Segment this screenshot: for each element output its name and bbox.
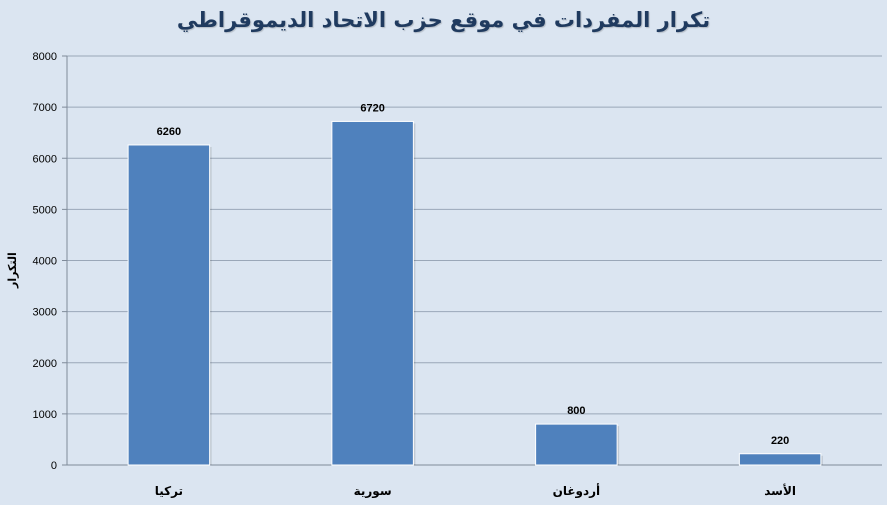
y-tick-label: 2000 [33, 358, 57, 370]
x-tick-label-4: الأسد [764, 483, 796, 498]
y-tick-label: 0 [51, 460, 57, 472]
bar-2 [331, 120, 414, 466]
y-tick-label: 3000 [33, 307, 57, 319]
y-tick-label: 5000 [33, 204, 57, 216]
data-label-4: 220 [771, 435, 789, 447]
x-tick-label-1: تركيا [155, 484, 183, 498]
y-tick-label: 1000 [33, 409, 57, 421]
y-tick-label: 7000 [33, 102, 57, 114]
y-tick-label: 8000 [33, 51, 57, 63]
bar-4 [738, 453, 822, 466]
labels: 0 1000 2000 3000 4000 5000 6000 7000 8000 6260 ترك… [33, 51, 797, 499]
data-label-1: 6260 [157, 126, 181, 138]
data-label-2: 6720 [360, 102, 384, 114]
x-tick-label-2: سورية [354, 484, 392, 499]
bar-3 [535, 423, 618, 466]
x-tick-label-3: أردوغان [553, 483, 601, 499]
chart-title: تكرار المفردات في موقع حزب الاتحاد الديم… [176, 8, 711, 32]
bars [127, 120, 823, 466]
data-label-3: 800 [567, 405, 585, 417]
y-tick-label: 4000 [33, 256, 57, 268]
y-tick-label: 6000 [33, 153, 57, 165]
bar-1 [127, 144, 211, 466]
